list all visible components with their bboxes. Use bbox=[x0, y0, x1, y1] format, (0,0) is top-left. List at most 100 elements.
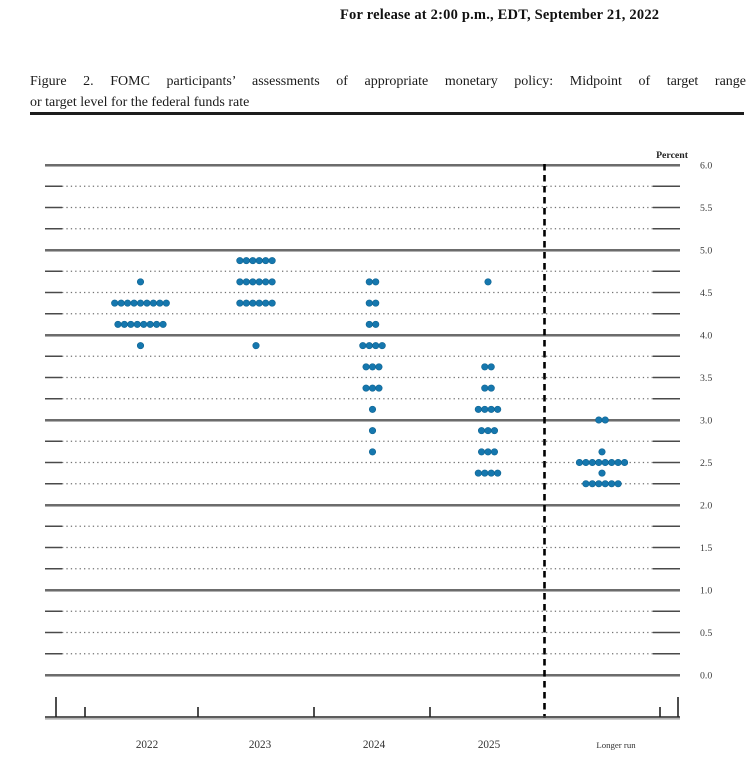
dot bbox=[162, 299, 170, 307]
dot bbox=[114, 320, 122, 328]
dot bbox=[368, 363, 377, 371]
dot bbox=[362, 384, 370, 392]
dot bbox=[588, 480, 596, 488]
dot bbox=[130, 299, 138, 307]
dot bbox=[494, 469, 502, 477]
dot bbox=[236, 299, 244, 307]
dot bbox=[601, 480, 609, 488]
dot bbox=[368, 405, 377, 413]
dot bbox=[262, 299, 270, 307]
dot bbox=[595, 480, 603, 488]
dot bbox=[484, 278, 492, 286]
dot bbox=[136, 299, 145, 307]
dot bbox=[365, 320, 373, 328]
dot bbox=[117, 299, 125, 307]
dot bbox=[262, 278, 270, 286]
dot bbox=[588, 458, 596, 467]
dot bbox=[368, 448, 377, 456]
y-axis-label: 4.5 bbox=[700, 288, 712, 299]
dot bbox=[582, 458, 590, 467]
dot bbox=[601, 458, 609, 467]
dot bbox=[133, 320, 141, 328]
dot bbox=[614, 480, 622, 488]
dot bbox=[262, 257, 270, 265]
dot bbox=[359, 342, 367, 350]
dot bbox=[484, 427, 492, 435]
y-axis-label: 5.0 bbox=[700, 246, 712, 257]
dot bbox=[146, 320, 154, 328]
dot bbox=[621, 458, 629, 467]
dot bbox=[372, 299, 380, 307]
dot bbox=[601, 416, 609, 424]
dot bbox=[481, 384, 489, 392]
dot bbox=[365, 342, 373, 350]
dot bbox=[249, 257, 257, 265]
dot bbox=[595, 416, 603, 424]
y-axis-label: 2.0 bbox=[700, 501, 712, 512]
dot bbox=[494, 405, 502, 413]
dot bbox=[487, 384, 495, 392]
dot bbox=[378, 342, 386, 350]
dot bbox=[608, 480, 616, 488]
dot bbox=[111, 299, 119, 307]
dot bbox=[149, 299, 157, 307]
dot bbox=[365, 278, 373, 286]
dot bbox=[582, 480, 590, 488]
y-axis-label: 5.5 bbox=[700, 203, 712, 214]
dot bbox=[242, 299, 250, 307]
dot bbox=[365, 299, 373, 307]
dot bbox=[242, 278, 250, 286]
y-axis-label: 0.5 bbox=[700, 628, 712, 639]
y-axis-label: 2.5 bbox=[700, 458, 712, 469]
dot bbox=[474, 469, 482, 477]
dot bbox=[255, 278, 263, 286]
dot bbox=[236, 257, 244, 265]
dot bbox=[136, 278, 145, 286]
dot bbox=[372, 320, 380, 328]
y-axis-label: 4.0 bbox=[700, 331, 712, 342]
dot bbox=[372, 342, 380, 350]
dot bbox=[614, 458, 622, 467]
dot bbox=[252, 342, 260, 350]
dot bbox=[127, 320, 135, 328]
x-axis-label: 2022 bbox=[136, 739, 158, 751]
dot bbox=[481, 469, 489, 477]
dot bbox=[375, 363, 383, 371]
dot bbox=[255, 257, 263, 265]
dot bbox=[268, 257, 276, 265]
release-line: For release at 2:00 p.m., EDT, September… bbox=[340, 7, 660, 23]
dot bbox=[268, 299, 276, 307]
x-axis-label: 2024 bbox=[363, 739, 386, 751]
dot bbox=[120, 320, 128, 328]
y-axis-label: 6.0 bbox=[700, 161, 712, 172]
dot bbox=[255, 299, 263, 307]
dot bbox=[249, 278, 257, 286]
figure-title-line1: Figure 2. FOMC participants’ assessments… bbox=[30, 74, 746, 89]
dot bbox=[236, 278, 244, 286]
figure-title-line2: or target level for the federal funds ra… bbox=[30, 94, 250, 110]
y-axis-label: 3.0 bbox=[700, 416, 712, 427]
dot bbox=[474, 405, 482, 413]
dot bbox=[481, 405, 489, 413]
dot bbox=[368, 384, 377, 392]
dot bbox=[490, 448, 499, 456]
x-axis-label: Longer run bbox=[596, 740, 636, 750]
dot bbox=[362, 363, 370, 371]
y-axis-label: 1.0 bbox=[700, 586, 712, 597]
dot bbox=[481, 363, 489, 371]
title-rule bbox=[30, 112, 744, 115]
dot bbox=[484, 448, 492, 456]
y-axis-label: 1.5 bbox=[700, 543, 712, 554]
dot bbox=[595, 458, 603, 467]
dot bbox=[487, 363, 495, 371]
x-axis-label: 2025 bbox=[478, 739, 501, 751]
dot bbox=[477, 427, 486, 435]
dot bbox=[124, 299, 132, 307]
dot bbox=[249, 299, 257, 307]
x-axis-label: 2023 bbox=[249, 739, 272, 751]
dot bbox=[372, 278, 380, 286]
dot bbox=[598, 469, 606, 477]
dot bbox=[242, 257, 250, 265]
percent-axis-label: Percent bbox=[656, 150, 689, 161]
